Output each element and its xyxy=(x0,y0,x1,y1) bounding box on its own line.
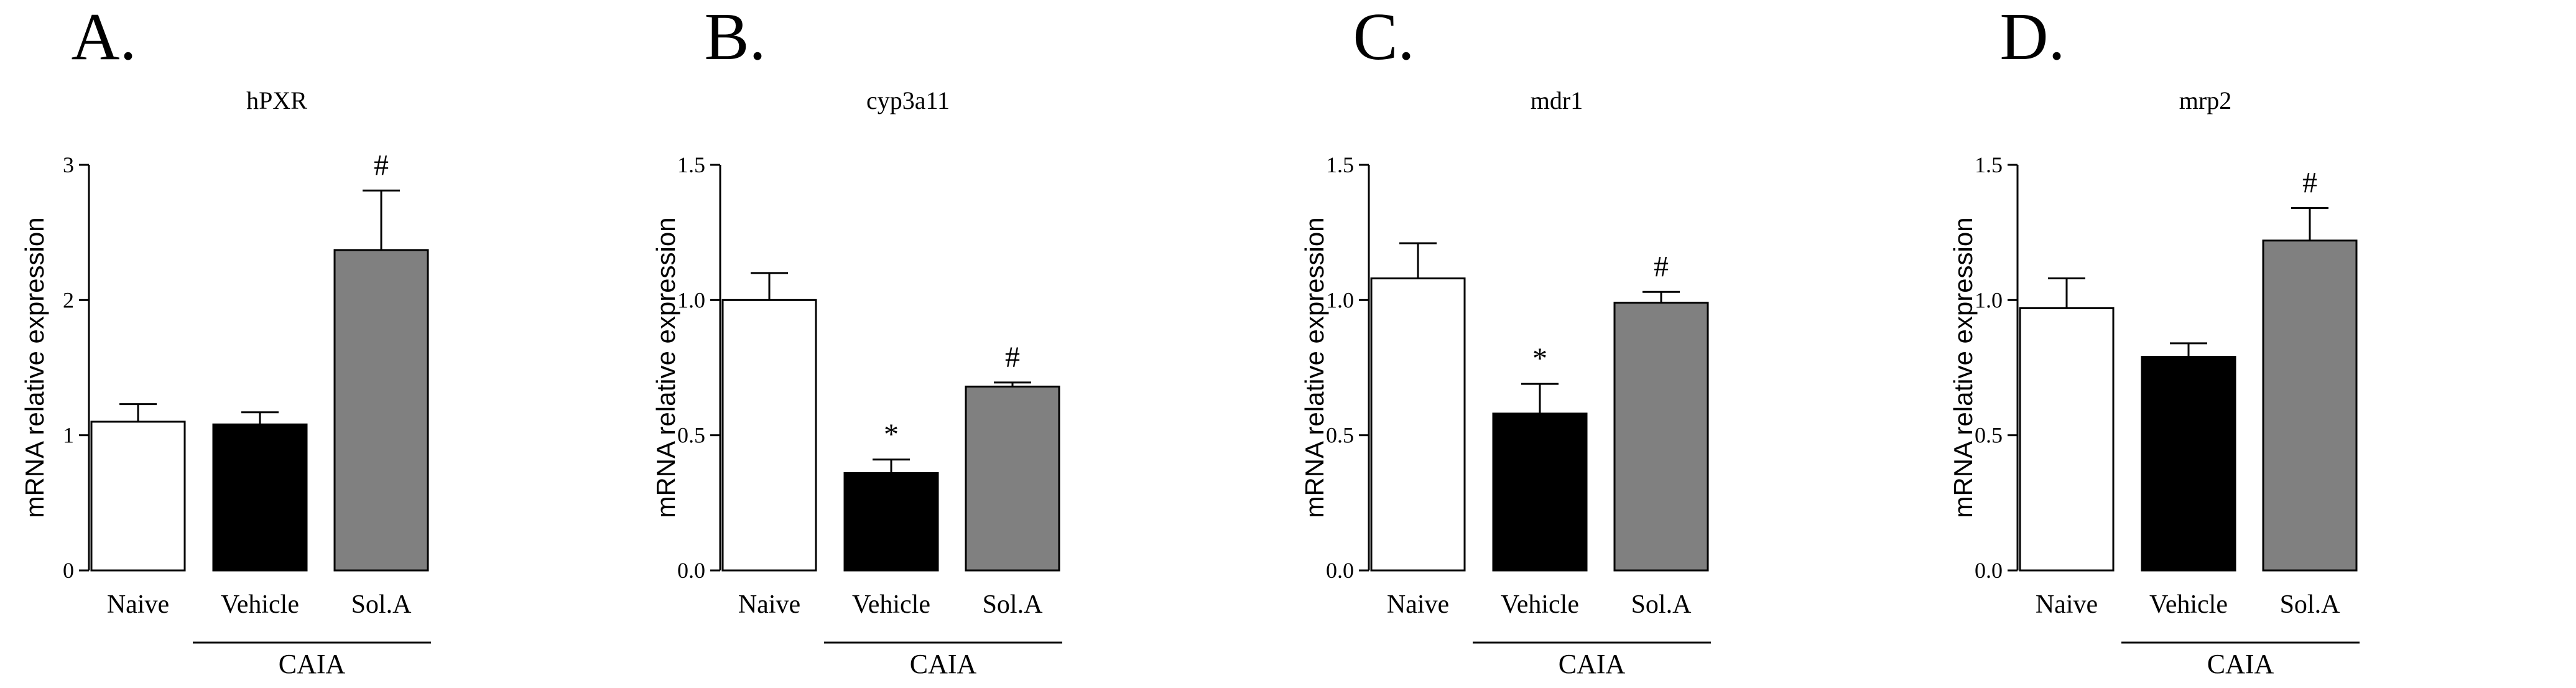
significance-marker: * xyxy=(884,418,899,451)
bar-sol-a xyxy=(2262,239,2358,572)
y-tick-label: 1.5 xyxy=(1326,152,1354,177)
y-axis-label: mRNA relative expression xyxy=(651,217,680,518)
panel-letter: D. xyxy=(2000,0,2065,74)
y-tick-label: 0.0 xyxy=(1975,558,2003,583)
chart-title: mdr1 xyxy=(1531,86,1583,114)
category-label: Vehicle xyxy=(852,590,930,619)
y-tick-label: 0 xyxy=(63,558,74,583)
y-tick-label: 0.5 xyxy=(1326,423,1354,448)
bar-naive xyxy=(721,299,817,572)
significance-marker: # xyxy=(2302,167,2317,200)
bar-naive xyxy=(2019,307,2115,572)
y-axis-label: mRNA relative expression xyxy=(20,217,49,518)
y-tick-label: 1.0 xyxy=(677,287,705,312)
category-label: Naive xyxy=(107,590,169,619)
y-tick-label: 0.0 xyxy=(1326,558,1354,583)
group-label: CAIA xyxy=(279,649,346,679)
significance-marker: # xyxy=(1654,250,1669,283)
y-tick-label: 1 xyxy=(63,423,74,448)
bar-sol-a xyxy=(333,249,429,572)
y-tick-label: 0.5 xyxy=(1975,423,2003,448)
y-tick-label: 1.5 xyxy=(677,152,705,177)
y-tick-label: 0.5 xyxy=(677,423,705,448)
category-label: Vehicle xyxy=(1501,590,1579,619)
significance-marker: * xyxy=(1532,342,1547,375)
panel-letter: A. xyxy=(72,0,137,74)
group-label: CAIA xyxy=(2207,649,2274,679)
bar-naive xyxy=(90,421,186,572)
panel-3: C. mdr1 mRNA relative expression 0.0 0.5 1.0 1… xyxy=(1300,0,1711,679)
panel-letter: B. xyxy=(704,0,766,74)
panel-2: B. cyp3a11 mRNA relative expression 0.0 0.5 1… xyxy=(651,0,1062,679)
category-label: Sol.A xyxy=(983,590,1044,619)
category-label: Naive xyxy=(2036,590,2098,619)
group-label: CAIA xyxy=(1559,649,1626,679)
group-label: CAIA xyxy=(910,649,977,679)
y-axis-label: mRNA relative expression xyxy=(1300,217,1329,518)
bar-vehicle xyxy=(843,472,939,572)
panel-1: A. hPXR mRNA relative expression 0 1 2 3 Naive V… xyxy=(20,0,431,679)
significance-marker: # xyxy=(1005,341,1020,374)
bar-vehicle xyxy=(212,423,308,572)
y-tick-label: 1.5 xyxy=(1975,152,2003,177)
chart-title: cyp3a11 xyxy=(866,86,950,114)
y-tick-label: 0.0 xyxy=(677,558,705,583)
y-tick-label: 1.0 xyxy=(1326,287,1354,312)
significance-marker: # xyxy=(374,149,389,182)
bar-vehicle xyxy=(1492,412,1588,572)
bar-naive xyxy=(1370,277,1466,572)
category-label: Naive xyxy=(1387,590,1449,619)
panel-letter: C. xyxy=(1353,0,1414,74)
chart-title: mrp2 xyxy=(2179,86,2231,114)
bar-sol-a xyxy=(965,385,1060,572)
y-tick-label: 2 xyxy=(63,287,74,312)
category-label: Vehicle xyxy=(221,590,299,619)
y-axis-label: mRNA relative expression xyxy=(1948,217,1978,518)
y-tick-label: 3 xyxy=(63,152,74,177)
category-label: Sol.A xyxy=(351,590,412,619)
chart-title: hPXR xyxy=(246,86,307,114)
panel-4: D. mrp2 mRNA relative expression 0.0 0.5 1.0 1… xyxy=(1948,0,2360,679)
category-label: Vehicle xyxy=(2149,590,2228,619)
category-label: Sol.A xyxy=(1631,590,1692,619)
bar-sol-a xyxy=(1613,302,1709,572)
category-label: Sol.A xyxy=(2280,590,2341,619)
bar-vehicle xyxy=(2141,356,2236,572)
category-label: Naive xyxy=(738,590,800,619)
y-tick-label: 1.0 xyxy=(1975,287,2003,312)
